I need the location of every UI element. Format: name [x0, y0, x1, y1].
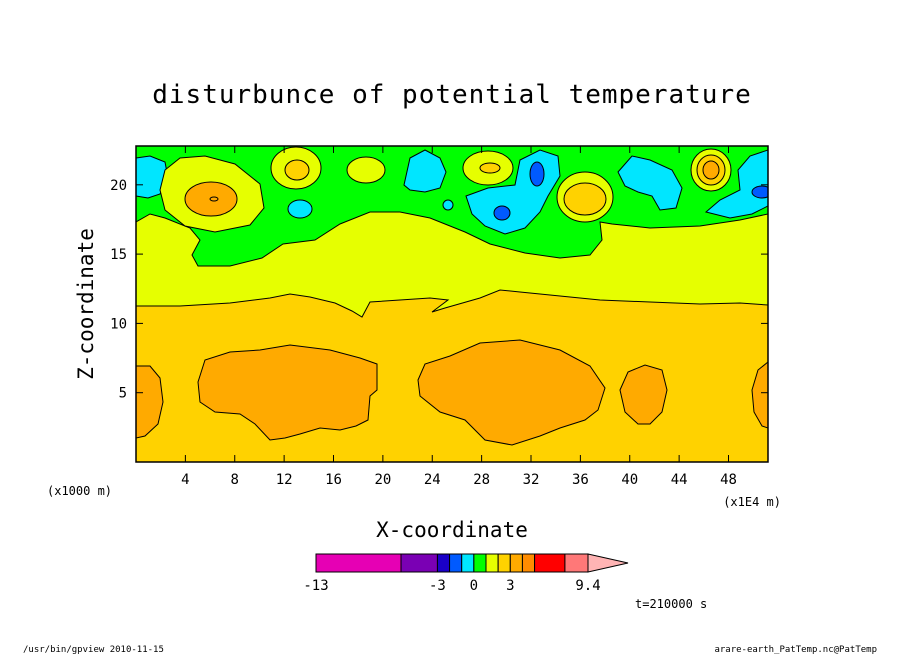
- orange-core-f: [702, 160, 720, 180]
- x-tick-label: 36: [572, 472, 589, 488]
- y-axis-label: Z-coordinate: [74, 228, 98, 380]
- colorbar-segment: [400, 553, 438, 573]
- orange-cell-c: [479, 162, 501, 174]
- blue-cell-c1: [493, 205, 511, 221]
- y-axis-ticks: 5 10 15 20: [110, 178, 768, 402]
- colorbar-segment: [449, 553, 463, 573]
- cyan-cell-tiny: [442, 199, 454, 211]
- x-tick-label: 28: [473, 472, 490, 488]
- colorbar-segment: [473, 553, 487, 573]
- x-tick-label: 44: [671, 472, 688, 488]
- warm-core-right: [619, 364, 668, 425]
- cyan-cell-a: [287, 199, 313, 219]
- colorbar-segment: [521, 553, 536, 573]
- colorbar: [315, 553, 629, 573]
- x-tick-label: 32: [523, 472, 540, 488]
- colorbar-label: 9.4: [575, 578, 600, 594]
- cyan-cell-b: [403, 149, 447, 193]
- blue-cell-c2: [529, 161, 545, 187]
- orange-cell-a: [284, 159, 310, 181]
- x-axis-label: X-coordinate: [376, 518, 528, 542]
- x-axis-ticks: 4 8 12 16 20 24 28 32 36 40 44 48: [181, 146, 737, 488]
- colorbar-segment: [461, 553, 475, 573]
- yellow-cell-b: [346, 156, 386, 184]
- orange-core-left: [209, 196, 219, 202]
- colorbar-segment: [485, 553, 499, 573]
- x-tick-label: 16: [325, 472, 342, 488]
- x-tick-label: 48: [720, 472, 737, 488]
- x-tick-label: 20: [374, 472, 391, 488]
- footer-right: arare-earth_PatTemp.nc@PatTemp: [714, 645, 877, 654]
- colorbar-segment: [436, 553, 451, 573]
- colorbar-segment: [509, 553, 523, 573]
- x-tick-label: 4: [181, 472, 189, 488]
- x-unit-right: (x1E4 m): [723, 495, 781, 509]
- warm-core-middle: [417, 339, 606, 446]
- x-tick-label: 24: [424, 472, 441, 488]
- warm-core-left: [197, 344, 378, 441]
- chart-title: disturbunce of potential temperature: [152, 80, 752, 110]
- colorbar-label: 0: [470, 578, 478, 594]
- orange-cell-d: [563, 182, 607, 216]
- y-tick-label: 5: [119, 386, 127, 402]
- colorbar-segment: [497, 553, 511, 573]
- colorbar-segment: [315, 553, 402, 573]
- colorbar-labels: -13 -3 0 3 9.4: [303, 578, 600, 594]
- colorbar-label: 3: [506, 578, 514, 594]
- footer-left: /usr/bin/gpview 2010-11-15: [23, 645, 164, 654]
- colorbar-label: -13: [303, 578, 328, 594]
- colorbar-extension-arrow: [587, 553, 629, 573]
- plot-area: [136, 146, 768, 462]
- warm-core-left-edge: [136, 365, 164, 439]
- cyan-cell-e: [704, 149, 768, 219]
- cyan-cell-d: [617, 155, 683, 211]
- x-tick-label: 8: [231, 472, 239, 488]
- blue-cell-e: [751, 185, 768, 199]
- warm-core-right-edge: [751, 361, 768, 429]
- y-tick-label: 20: [110, 178, 127, 194]
- x-tick-label: 12: [276, 472, 293, 488]
- y-tick-label: 10: [110, 316, 127, 332]
- plot-frame: [135, 145, 769, 463]
- x-unit-left: (x1000 m): [47, 484, 112, 498]
- time-annotation: t=210000 s: [635, 597, 707, 611]
- colorbar-label: -3: [429, 578, 446, 594]
- colorbar-segment: [534, 553, 566, 573]
- x-tick-label: 40: [621, 472, 638, 488]
- y-tick-label: 15: [110, 247, 127, 263]
- colorbar-segment: [564, 553, 589, 573]
